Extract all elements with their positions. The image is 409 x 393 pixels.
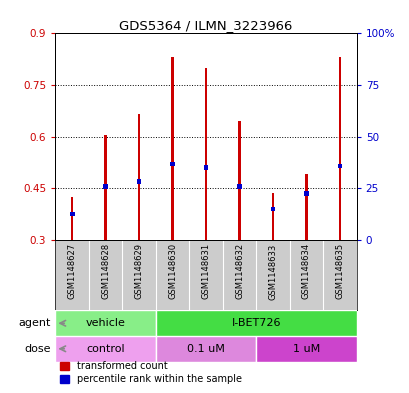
Bar — [204, 68, 207, 240]
Text: GSM1148634: GSM1148634 — [301, 243, 310, 299]
Text: GSM1148631: GSM1148631 — [201, 243, 210, 299]
Bar — [270, 207, 275, 211]
Bar — [103, 184, 108, 189]
Bar — [304, 174, 307, 240]
Text: 1 uM: 1 uM — [292, 344, 319, 354]
Title: GDS5364 / ILMN_3223966: GDS5364 / ILMN_3223966 — [119, 19, 292, 32]
Bar — [238, 121, 240, 240]
Text: vehicle: vehicle — [85, 318, 125, 328]
Text: I-BET726: I-BET726 — [231, 318, 280, 328]
Bar — [203, 165, 208, 170]
Text: agent: agent — [19, 318, 51, 328]
Bar — [256, 336, 356, 362]
Bar — [271, 193, 274, 240]
Bar — [303, 191, 308, 196]
Text: GSM1148630: GSM1148630 — [168, 243, 177, 299]
Bar — [171, 57, 173, 240]
Bar — [55, 310, 155, 336]
Text: dose: dose — [25, 344, 51, 354]
Text: GSM1148627: GSM1148627 — [67, 243, 76, 299]
Text: control: control — [86, 344, 125, 354]
Text: 0.1 uM: 0.1 uM — [187, 344, 225, 354]
Text: GSM1148632: GSM1148632 — [234, 243, 243, 299]
Bar — [155, 310, 356, 336]
Bar — [170, 162, 175, 166]
Bar — [71, 197, 73, 240]
Text: GSM1148635: GSM1148635 — [335, 243, 344, 299]
Bar — [70, 212, 74, 216]
Text: GSM1148633: GSM1148633 — [268, 243, 277, 299]
Text: GSM1148628: GSM1148628 — [101, 243, 110, 299]
Bar — [55, 336, 155, 362]
Bar — [337, 163, 342, 168]
Text: GSM1148629: GSM1148629 — [134, 243, 143, 299]
Bar — [338, 57, 340, 240]
Bar — [155, 336, 256, 362]
Bar — [136, 179, 141, 184]
Bar — [104, 135, 107, 240]
Bar — [236, 184, 241, 189]
Bar — [137, 114, 140, 240]
Legend: transformed count, percentile rank within the sample: transformed count, percentile rank withi… — [60, 361, 241, 384]
